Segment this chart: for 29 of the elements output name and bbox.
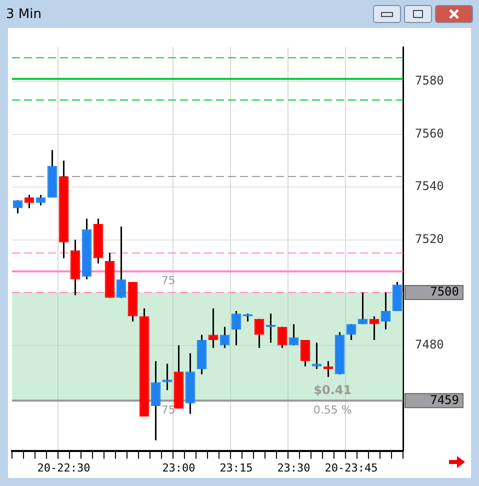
candlestick: [12, 199, 23, 214]
candlestick: [116, 226, 126, 299]
annotation: 75: [161, 403, 176, 416]
candlestick: [24, 194, 34, 209]
x-tick-label: 23:30: [277, 461, 310, 474]
candlestick: [208, 308, 218, 349]
x-tick-label: 20-23:45: [324, 461, 378, 474]
annotation: 75: [161, 274, 176, 288]
candlestick: [312, 342, 322, 370]
candlestick: [220, 326, 230, 349]
ref-line-label: 7459: [430, 392, 459, 407]
candlestick: [36, 194, 46, 206]
x-tick-label: 23:00: [162, 461, 196, 474]
candlestick: [300, 339, 310, 368]
candlestick: [380, 292, 391, 330]
annotation: $0.41: [314, 383, 352, 398]
y-tick-label: 7560: [415, 126, 444, 140]
y-tick-label: 7480: [415, 337, 444, 352]
ref-line-label: 7500: [430, 284, 459, 299]
y-tick-label: 7520: [415, 232, 444, 246]
y-tick-label: 7540: [415, 179, 444, 194]
candlestick: [150, 360, 161, 441]
candlestick: [277, 326, 288, 349]
candlestick: [288, 323, 299, 346]
x-tick-label: 20-22:30: [37, 461, 90, 474]
x-tick-label: 23:15: [220, 461, 253, 474]
chart-title: 3 Min: [6, 6, 42, 22]
annotation: 0.55 %: [313, 403, 352, 416]
y-tick-label: 7580: [415, 74, 444, 88]
